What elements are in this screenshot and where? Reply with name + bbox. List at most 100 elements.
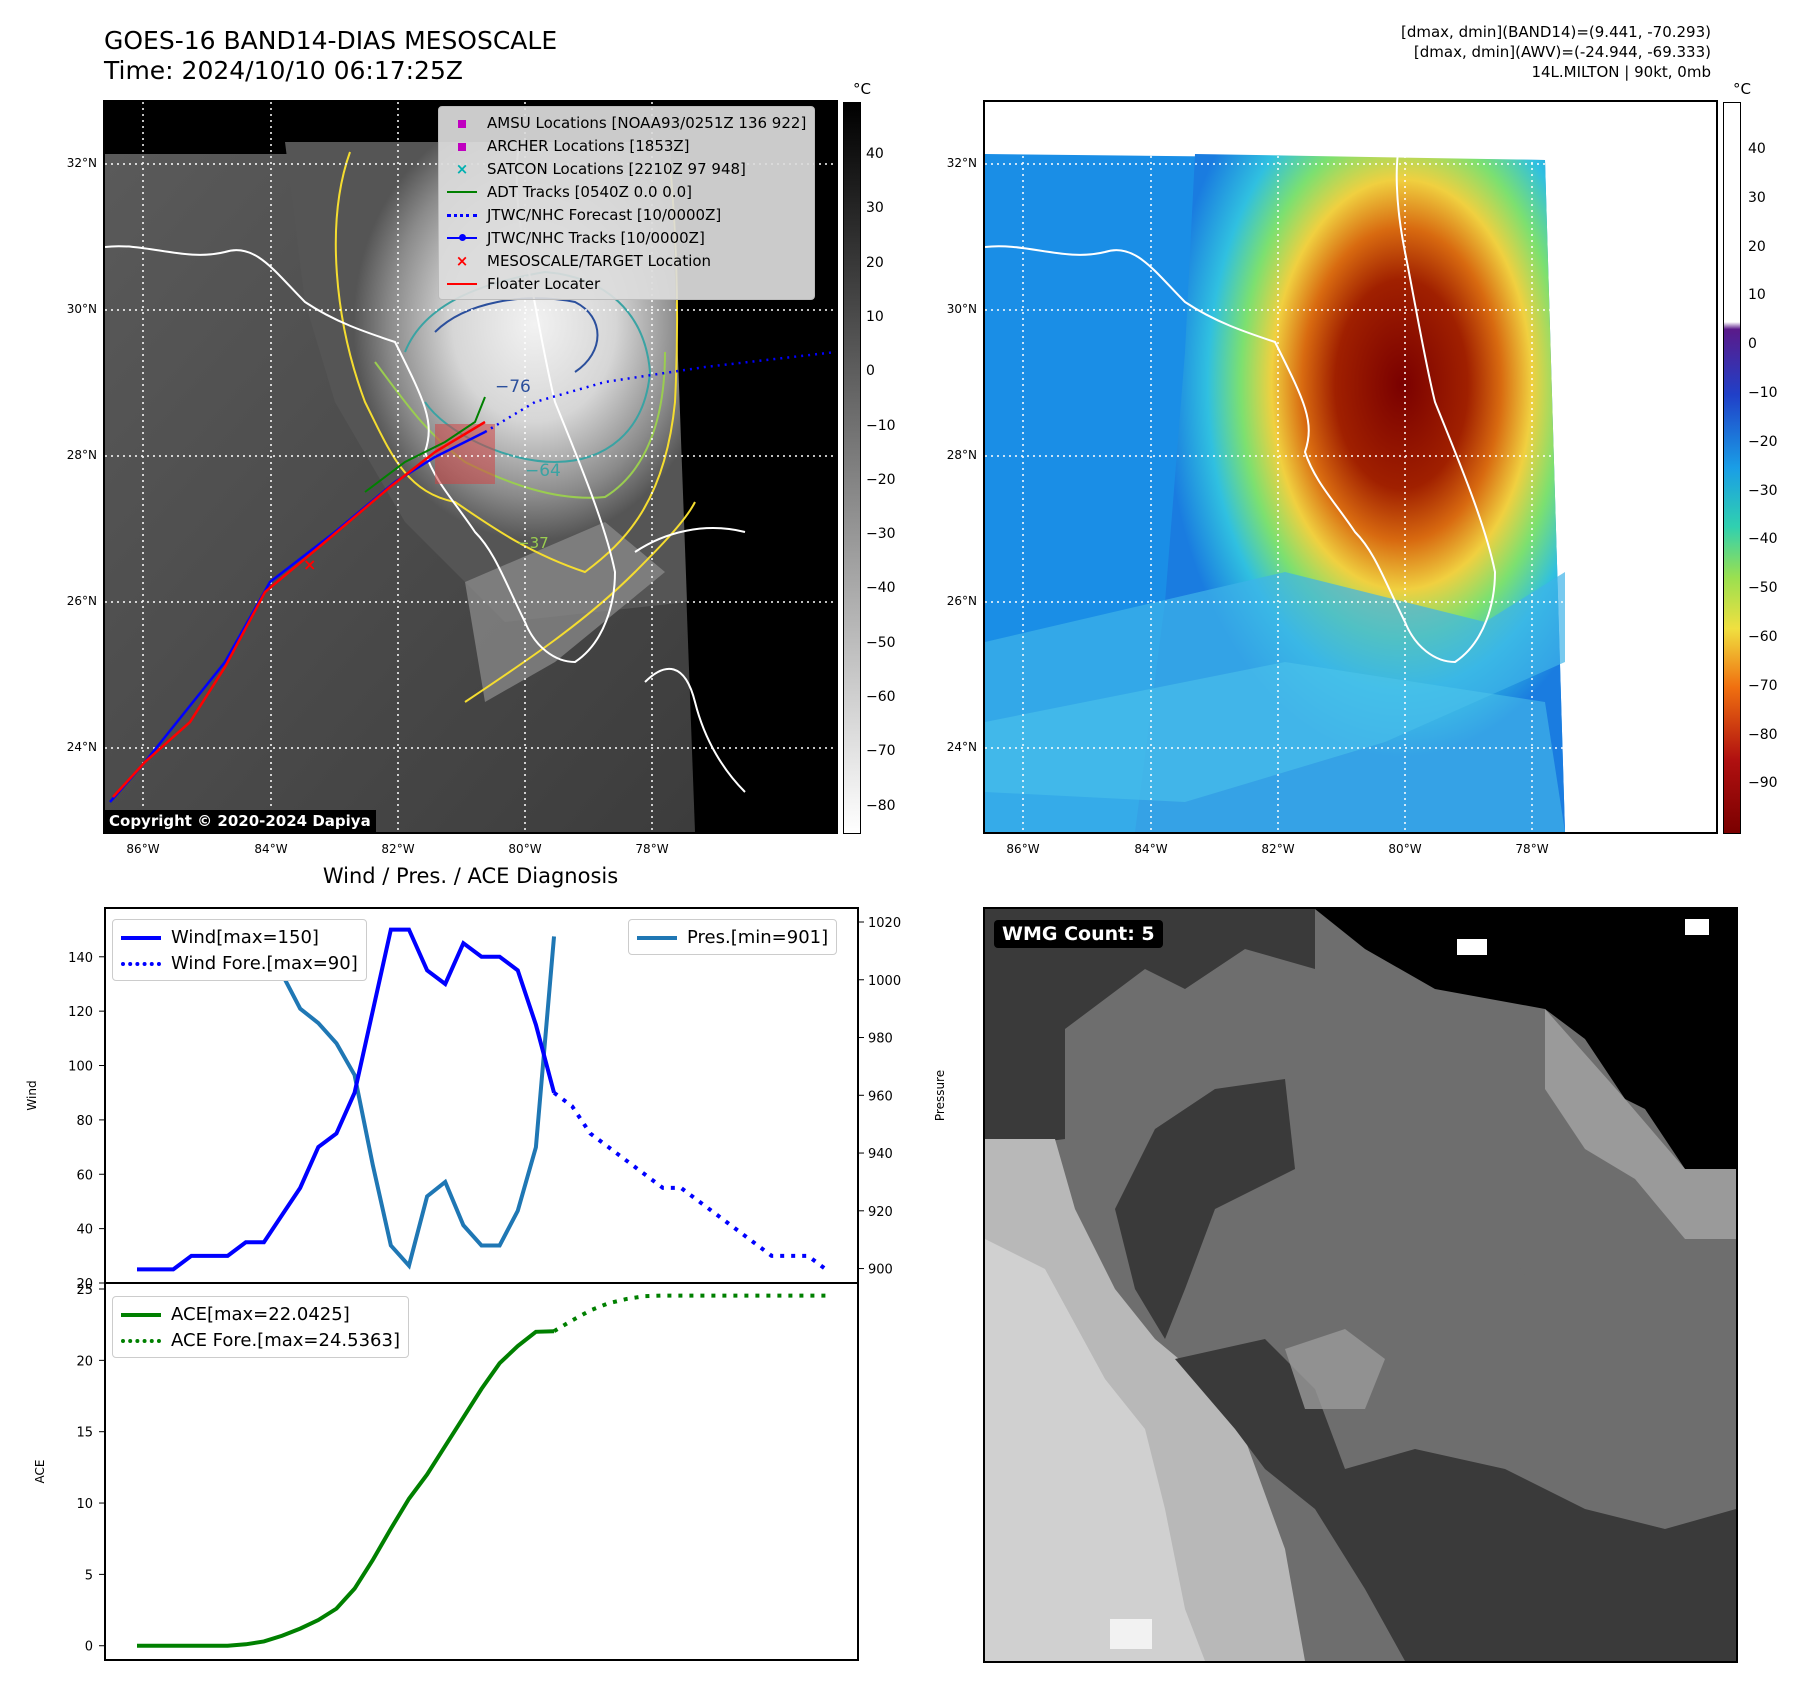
left-map-lon-tick: 82°W [381, 842, 415, 856]
band14-range: [dmax, dmin](BAND14)=(9.441, -70.293) [1400, 23, 1711, 41]
ace-ytick-label: 25 [76, 1283, 93, 1298]
wind-ytick-label: 120 [68, 1005, 93, 1020]
ir-colorbar-tick: 10 [866, 308, 884, 325]
map-legend-label: MESOSCALE/TARGET Location [487, 251, 712, 270]
awv-colorbar-tick: −90 [1748, 775, 1778, 792]
wind-ytick-label: 140 [68, 951, 93, 966]
map-legend-symbol [447, 114, 477, 132]
diagnosis-chart: 2040608010012014090092094096098010001020… [25, 907, 947, 1661]
map-legend-entry: JTWC/NHC Tracks [10/0000Z] [447, 226, 806, 249]
legend-entry: Wind[max=150] [121, 924, 358, 950]
map-legend-label: AMSU Locations [NOAA93/0251Z 136 922] [487, 113, 807, 132]
wind-axis-label: Wind [25, 1080, 39, 1110]
legend-label: Wind[max=150] [171, 926, 319, 948]
legend-label: ACE[max=22.0425] [171, 1303, 350, 1325]
storm-info: 14L.MILTON | 90kt, 0mb [1531, 63, 1711, 81]
left-map-lat-tick: 32°N [66, 156, 97, 170]
map-legend-entry: ADT Tracks [0540Z 0.0 0.0] [447, 180, 806, 203]
right-map-lat-tick: 24°N [946, 740, 977, 754]
awv-colorbar-tick: 30 [1748, 189, 1766, 206]
awv-map-image [985, 102, 1716, 832]
ir-colorbar-unit: °C [853, 80, 871, 98]
contour-label-76: −76 [495, 377, 531, 397]
pressure-legend: Pres.[min=901] [628, 919, 838, 955]
map-legend-label: ADT Tracks [0540Z 0.0 0.0] [487, 182, 692, 201]
left-map-lat-tick: 24°N [66, 740, 97, 754]
wind-ytick-label: 60 [76, 1168, 93, 1183]
map-legend-symbol [447, 275, 477, 293]
awv-colorbar-tick: −70 [1748, 677, 1778, 694]
left-map-lon-tick: 84°W [254, 842, 288, 856]
figure-title: GOES-16 BAND14-DIAS MESOSCALE Time: 2024… [104, 26, 557, 86]
awv-colorbar-tick: 0 [1748, 336, 1757, 353]
ir-map-image: × −76 −64 −37 [105, 102, 836, 832]
legend-label: Pres.[min=901] [687, 926, 829, 948]
copyright-label: Copyright © 2020-2024 Dapiya [104, 810, 376, 832]
wind-ytick-label: 40 [76, 1223, 93, 1238]
ir-colorbar-tick: −40 [866, 580, 896, 597]
map-legend-label: SATCON Locations [2210Z 97 948] [487, 159, 746, 178]
right-map-lat-tick: 28°N [946, 448, 977, 462]
map-legend-entry: × SATCON Locations [2210Z 97 948] [447, 157, 806, 180]
ace-line [137, 1329, 555, 1648]
awv-colorbar-tick: −10 [1748, 385, 1778, 401]
ir-colorbar-tick: 40 [866, 146, 884, 162]
awv-colorbar [1723, 102, 1741, 834]
map-legend-entry: ARCHER Locations [1853Z] [447, 134, 806, 157]
awv-colorbar-tick: −80 [1748, 726, 1778, 743]
ir-colorbar-tick: 0 [866, 363, 875, 380]
wmg-image [985, 909, 1736, 1661]
right-map-lon-tick: 84°W [1134, 842, 1168, 856]
awv-colorbar-tick: −50 [1748, 580, 1778, 597]
left-map-lat-tick: 28°N [66, 448, 97, 462]
ir-colorbar-tick: 30 [866, 200, 884, 217]
left-map-lat-tick: 26°N [66, 594, 97, 608]
ir-colorbar-tick: −60 [866, 689, 896, 705]
right-map-lat-tick: 26°N [946, 594, 977, 608]
legend-swatch [121, 927, 161, 948]
wind-ytick-label: 20 [76, 1277, 93, 1292]
left-map-lat-tick: 30°N [66, 302, 97, 316]
wind-legend: Wind[max=150] Wind Fore.[max=90] [112, 919, 367, 981]
legend-label: Wind Fore.[max=90] [171, 952, 358, 974]
ir-colorbar-tick: 20 [866, 254, 884, 271]
ir-colorbar [843, 102, 861, 834]
map-legend-symbol [447, 183, 477, 201]
ir-colorbar-tick: −20 [866, 471, 896, 488]
map-legend: AMSU Locations [NOAA93/0251Z 136 922] ARC… [438, 106, 816, 300]
left-map-lon-tick: 80°W [508, 842, 542, 856]
legend-entry: Pres.[min=901] [637, 924, 828, 950]
map-legend-entry: JTWC/NHC Forecast [10/0000Z] [447, 203, 806, 226]
map-legend-label: JTWC/NHC Forecast [10/0000Z] [487, 205, 722, 224]
map-legend-symbol: × [455, 251, 469, 270]
wmg-panel [983, 907, 1738, 1663]
legend-swatch [121, 1330, 161, 1351]
map-legend-label: Floater Locater [487, 274, 601, 293]
ace-ytick-label: 15 [76, 1426, 93, 1441]
contour-labels: −76 −64 −37 [495, 377, 561, 552]
map-legend-entry: Floater Locater [447, 272, 806, 295]
ace-axis-label: ACE [33, 1460, 47, 1484]
awv-colorbar-tick: 40 [1748, 141, 1766, 157]
map-legend-symbol [447, 206, 477, 224]
awv-colorbar-tick: −40 [1748, 531, 1778, 548]
awv-range: [dmax, dmin](AWV)=(-24.944, -69.333) [1413, 43, 1711, 61]
right-map-lon-tick: 80°W [1388, 842, 1422, 856]
ir-colorbar-tick: −50 [866, 634, 896, 651]
wind-ytick-label: 80 [76, 1114, 93, 1129]
contour-label-64: −64 [525, 461, 561, 481]
legend-entry: ACE Fore.[max=24.5363] [121, 1327, 400, 1353]
map-legend-symbol [447, 137, 477, 155]
title-line-1: GOES-16 BAND14-DIAS MESOSCALE [104, 26, 558, 55]
pressure-line [137, 934, 557, 1270]
wmg-count-badge: WMG Count: 5 [994, 920, 1163, 948]
pressure-ytick-label: 900 [868, 1263, 893, 1278]
legend-entry: Wind Fore.[max=90] [121, 950, 358, 976]
pressure-ytick-label: 920 [868, 1205, 893, 1220]
ace-axes-frame [104, 1282, 859, 1661]
awv-colorbar-tick: −30 [1748, 482, 1778, 499]
ace-legend: ACE[max=22.0425] ACE Fore.[max=24.5363] [112, 1296, 409, 1358]
awv-colorbar-tick: 10 [1748, 287, 1766, 304]
pressure-ytick-label: 940 [868, 1147, 893, 1162]
ace-ytick-label: 20 [76, 1354, 93, 1369]
